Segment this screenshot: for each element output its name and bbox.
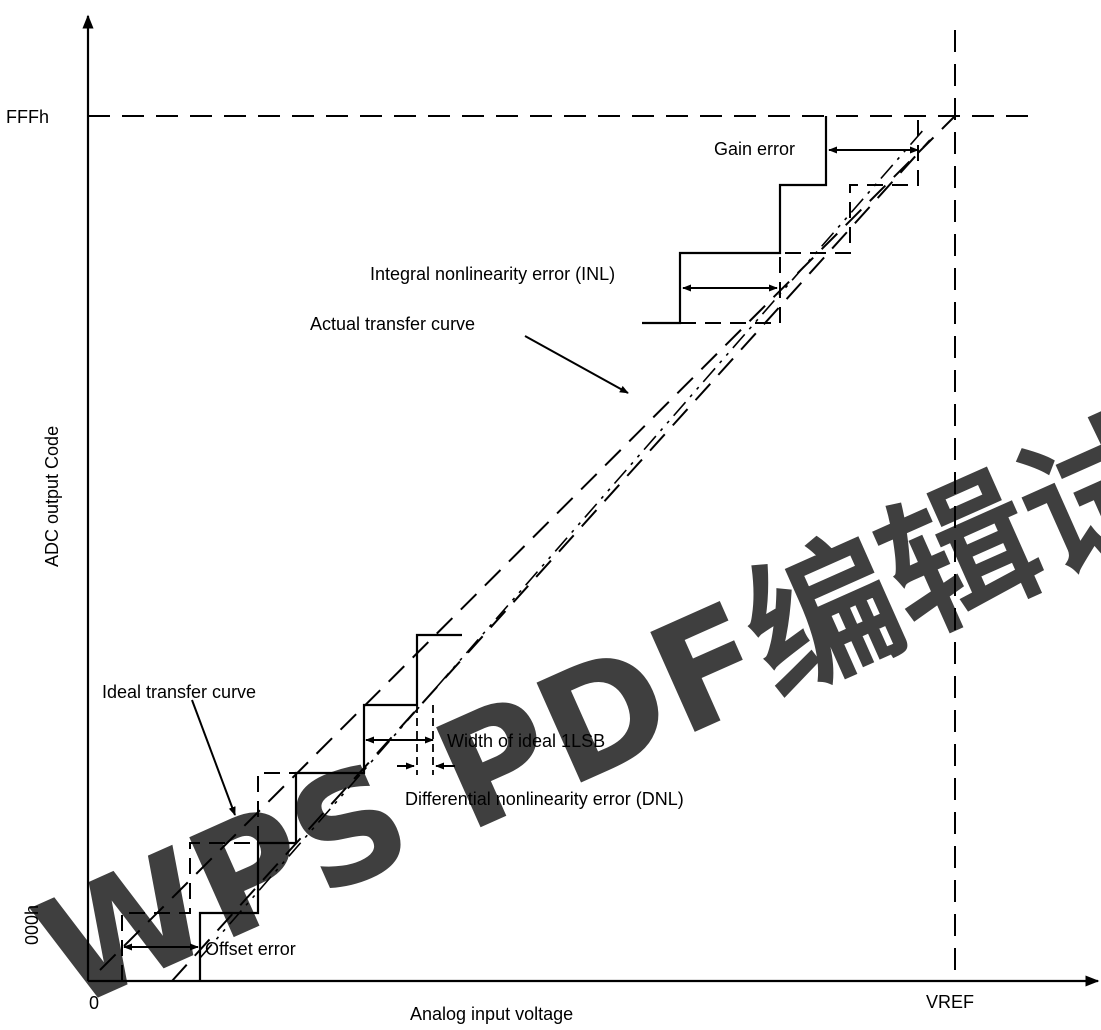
inl-label: Integral nonlinearity error (INL) <box>370 264 615 284</box>
y-axis-label: ADC output Code <box>42 426 62 567</box>
y-bottom-label: 000h <box>22 905 42 945</box>
width-1lsb-label: Width of ideal 1LSB <box>447 731 605 751</box>
actual-curve-pointer <box>524 335 629 394</box>
gain-offset-line <box>171 139 931 982</box>
ideal-staircase-lower <box>121 772 296 981</box>
x-end-label: VREF <box>926 992 974 1012</box>
actual-staircase-lower <box>198 633 462 981</box>
x-origin-label: 0 <box>89 993 99 1013</box>
actual-curve-label: Actual transfer curve <box>310 314 475 334</box>
ideal-staircase-upper <box>680 116 919 324</box>
ideal-curve-pointer <box>191 699 236 816</box>
watermark: WPS PDF编辑试用 <box>14 326 1101 1030</box>
gain-error-label: Gain error <box>714 139 795 159</box>
dnl-label: Differential nonlinearity error (DNL) <box>405 789 684 809</box>
actual-staircase-upper <box>642 116 828 325</box>
watermark-text: WPS PDF编辑试用 <box>14 326 1101 1025</box>
actual-transfer-line <box>199 127 926 959</box>
x-axis-label: Analog input voltage <box>410 1004 573 1024</box>
ideal-transfer-line <box>99 115 956 971</box>
ideal-curve-label: Ideal transfer curve <box>102 682 256 702</box>
offset-error-label: Offset error <box>205 939 296 959</box>
y-top-label: FFFh <box>6 107 49 127</box>
